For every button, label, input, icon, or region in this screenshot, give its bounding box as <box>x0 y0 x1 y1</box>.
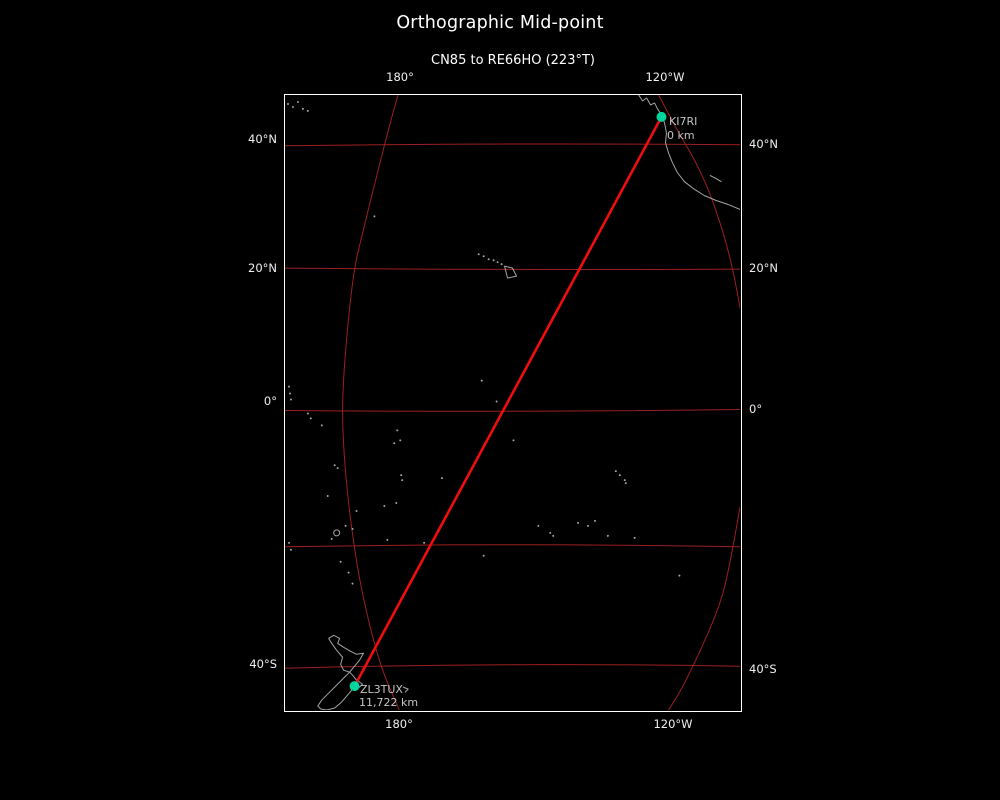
island-dot-0 <box>286 102 289 105</box>
island-dot-47 <box>593 519 596 522</box>
station-distance-ki7ri: 0 km <box>667 129 695 142</box>
tick-right-40n: 40°N <box>749 137 778 151</box>
island-dot-28 <box>400 474 403 477</box>
tick-bottom-120w: 120°W <box>653 717 693 731</box>
island-dot-29 <box>401 479 404 482</box>
island-dot-18 <box>309 417 312 420</box>
island-dot-33 <box>386 538 389 541</box>
island-dot-12 <box>480 379 483 382</box>
coastline-2 <box>504 265 517 279</box>
station-marker-1 <box>349 681 360 692</box>
graticule-line-4 <box>285 664 740 669</box>
island-dot-54 <box>678 574 681 577</box>
island-dot-11 <box>500 263 503 266</box>
island-dot-51 <box>624 482 627 485</box>
coastline-0 <box>638 95 740 210</box>
station-callsign-ki7ri: KI7RI <box>669 115 698 128</box>
island-dot-25 <box>336 467 339 470</box>
island-dot-49 <box>618 474 621 477</box>
map-plot-area <box>284 94 742 712</box>
island-dot-52 <box>606 534 609 537</box>
island-dot-20 <box>396 429 399 432</box>
station-distance-zl3tux: 11,722 km <box>359 696 419 709</box>
island-dot-48 <box>614 470 617 473</box>
island-dot-36 <box>344 524 347 527</box>
tick-bottom-180: 180° <box>385 717 413 731</box>
graticule-line-5 <box>342 95 400 710</box>
island-dot-32 <box>395 502 398 505</box>
great-circle-path <box>353 115 663 688</box>
island-dot-3 <box>301 107 304 110</box>
tick-left-0: 0° <box>263 394 277 408</box>
tick-left-40n: 40°N <box>248 132 277 146</box>
tick-right-0: 0° <box>749 402 763 416</box>
island-dot-53 <box>633 536 636 539</box>
island-dot-22 <box>393 442 396 445</box>
graticule-line-3 <box>285 544 740 548</box>
island-dot-35 <box>482 554 485 557</box>
tick-right-40s: 40°S <box>749 662 777 676</box>
coastline-1 <box>709 175 722 183</box>
island-dot-45 <box>577 521 580 524</box>
island-dot-40 <box>347 571 350 574</box>
figure-title: Orthographic Mid-point <box>396 13 604 33</box>
coastline-3 <box>328 634 364 673</box>
graticule-line-7 <box>668 506 740 710</box>
island-dot-6 <box>477 253 480 256</box>
island-dot-8 <box>487 258 490 261</box>
island-dot-21 <box>399 439 402 442</box>
island-dot-30 <box>440 477 443 480</box>
island-dot-5 <box>373 215 376 218</box>
tick-top-180: 180° <box>386 70 414 84</box>
island-dot-34 <box>423 541 426 544</box>
island-dot-2 <box>296 100 299 103</box>
island-dot-39 <box>339 560 342 563</box>
tick-top-120w: 120°W <box>645 70 685 84</box>
island-dot-37 <box>351 527 354 530</box>
island-dot-19 <box>320 424 323 427</box>
island-dot-23 <box>512 439 515 442</box>
coastline-5 <box>402 686 409 693</box>
island-dot-42 <box>537 524 540 527</box>
island-dot-44 <box>552 534 555 537</box>
tick-right-20n: 20°N <box>749 261 778 275</box>
island-dot-38 <box>330 537 333 540</box>
island-outline-0 <box>333 529 341 537</box>
island-dot-50 <box>623 479 626 482</box>
island-dot-4 <box>306 109 309 112</box>
island-dot-14 <box>287 385 290 388</box>
island-dot-17 <box>306 412 309 415</box>
island-dot-7 <box>482 255 485 258</box>
island-dot-13 <box>495 400 498 403</box>
graticule-line-0 <box>285 143 740 147</box>
island-dot-10 <box>496 261 499 264</box>
island-dot-15 <box>288 392 291 395</box>
graticule-line-1 <box>285 267 740 270</box>
tick-left-20n: 20°N <box>248 261 277 275</box>
map-canvas <box>285 95 740 710</box>
island-dot-24 <box>333 464 336 467</box>
station-callsign-zl3tux: ZL3TUX <box>360 683 403 696</box>
island-dot-31 <box>383 505 386 507</box>
tick-left-40s: 40°S <box>249 657 277 671</box>
island-dot-9 <box>492 259 495 262</box>
island-dot-26 <box>326 495 329 498</box>
graticule-line-2 <box>285 408 740 412</box>
coastline-4 <box>317 671 363 710</box>
island-dot-55 <box>287 541 290 544</box>
station-marker-0 <box>656 111 667 122</box>
island-dot-1 <box>291 105 294 108</box>
island-dot-27 <box>355 509 358 512</box>
island-dot-41 <box>351 582 354 585</box>
island-dot-43 <box>549 531 552 534</box>
island-dot-56 <box>289 548 292 551</box>
map-subtitle: CN85 to RE66HO (223°T) <box>431 53 595 68</box>
island-dot-16 <box>289 398 292 401</box>
island-dot-46 <box>587 524 589 527</box>
graticule-line-6 <box>658 95 740 309</box>
